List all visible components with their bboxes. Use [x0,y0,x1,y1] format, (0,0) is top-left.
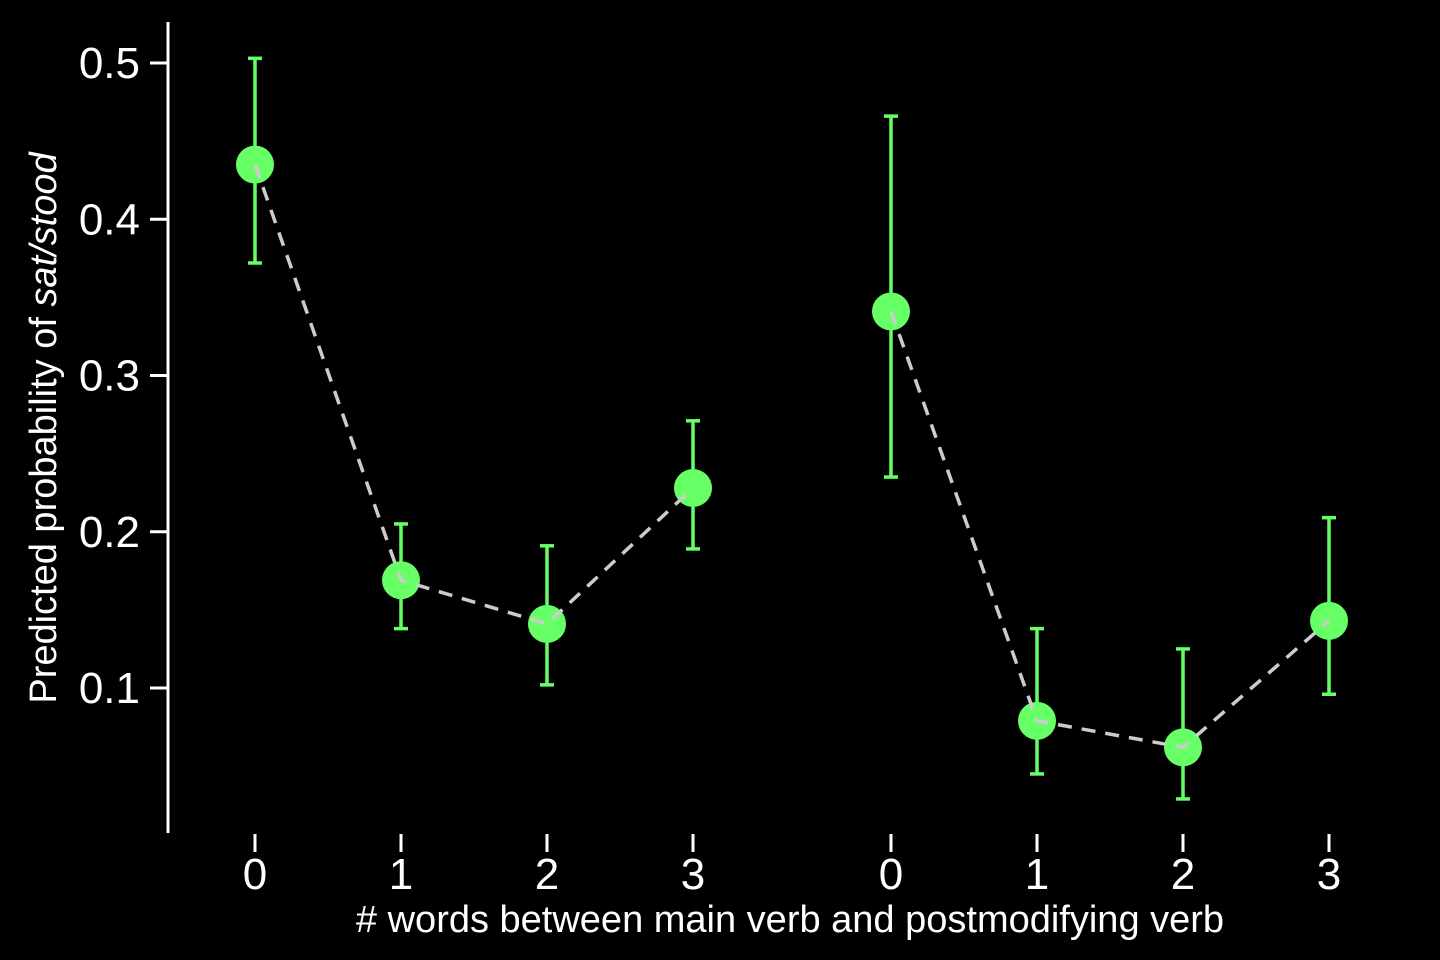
y-tick-label: 0.4 [79,195,140,244]
x-tick-label: 1 [1025,850,1049,899]
data-points [236,145,1348,767]
y-axis-title-prefix: Predicted probability of [23,307,65,704]
x-axis-title: # words between main verb and postmodify… [356,899,1224,941]
x-tick-label: 2 [535,850,559,899]
x-tick-label: 0 [243,850,267,899]
y-tick-label: 0.5 [79,39,140,88]
y-tick-label: 0.3 [79,352,140,401]
y-axis-title: Predicted probability of sat/stood [23,150,65,703]
x-tick-label: 3 [1317,850,1341,899]
y-tick-label: 0.1 [79,664,140,713]
series-line [253,163,695,626]
y-axis-ticks: 0.1 0.2 0.3 0.4 0.5 [79,39,168,713]
y-tick-label: 0.2 [79,508,140,557]
series-line [889,310,1331,750]
x-axis-ticks: 0 1 2 3 0 1 2 3 [243,834,1341,899]
x-tick-label: 1 [389,850,413,899]
error-bar [1176,647,1190,801]
x-tick-label: 0 [879,850,903,899]
x-tick-label: 3 [681,850,705,899]
x-tick-label: 2 [1171,850,1195,899]
y-axis-title-emphasis: sat/stood [23,150,65,306]
error-bar [1030,626,1044,776]
